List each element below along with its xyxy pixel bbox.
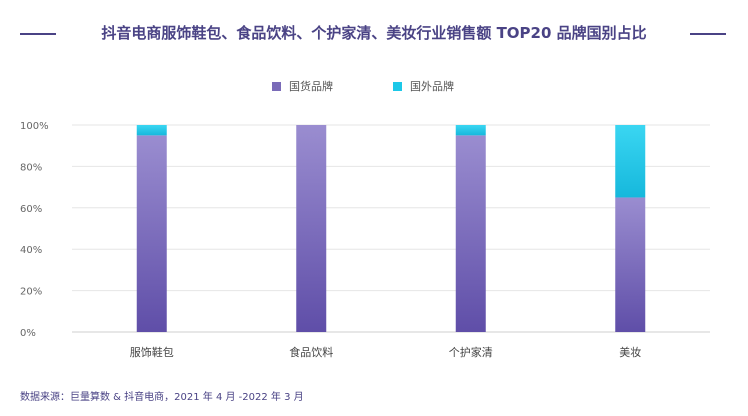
x-category-label: 个护家清 (449, 345, 493, 359)
title-decor-line-left (20, 33, 56, 35)
bar-segment-foreign (455, 125, 486, 136)
x-category-label: 食品饮料 (289, 345, 333, 359)
legend-label-domestic: 国货品牌 (289, 80, 333, 93)
title-decor-line-right (690, 33, 726, 35)
legend: 国货品牌 国外品牌 (0, 78, 748, 98)
y-tick-label: 100% (20, 121, 49, 132)
bar-segment-foreign (136, 125, 167, 136)
x-category-label: 服饰鞋包 (130, 345, 174, 359)
bar-segment-domestic (296, 125, 327, 332)
y-tick-label: 60% (20, 204, 42, 215)
bar-segment-domestic (615, 197, 646, 332)
bar-segment-domestic (136, 135, 167, 332)
y-tick-label: 20% (20, 287, 42, 298)
x-category-label: 美妆 (619, 346, 641, 359)
legend-swatch-foreign (393, 81, 402, 91)
y-tick-label: 80% (20, 162, 42, 173)
bar-segment-domestic (455, 135, 486, 332)
legend-item-domestic: 国货品牌 (272, 78, 333, 94)
y-tick-label: 40% (20, 245, 42, 256)
bar-segment-foreign (615, 125, 646, 198)
y-tick-label: 0% (20, 328, 36, 339)
legend-item-foreign: 国外品牌 (393, 78, 454, 94)
title-row: 抖音电商服饰鞋包、食品饮料、个护家清、美妆行业销售额 TOP20 品牌国别占比 (0, 18, 748, 48)
legend-label-foreign: 国外品牌 (410, 80, 454, 93)
chart-title: 抖音电商服饰鞋包、食品饮料、个护家清、美妆行业销售额 TOP20 品牌国别占比 (101, 24, 647, 42)
legend-swatch-domestic (272, 81, 281, 91)
data-source-note: 数据来源：巨量算数 & 抖音电商，2021 年 4 月 -2022 年 3 月 (20, 392, 304, 403)
